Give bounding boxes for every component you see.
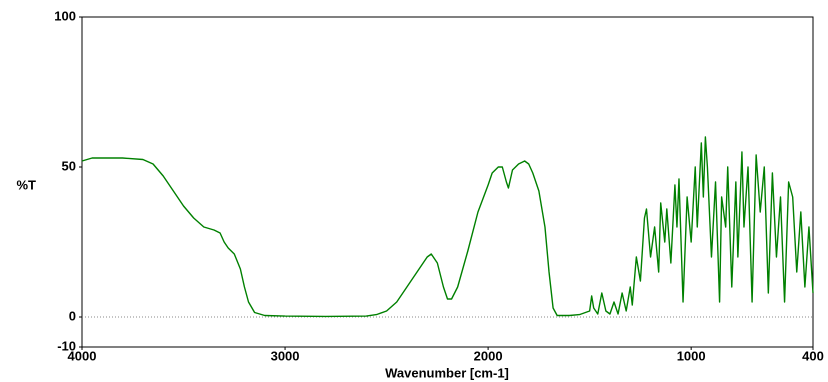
y-axis-label: %T: [17, 177, 37, 192]
y-tick-label: 100: [54, 8, 76, 23]
x-tick-label: 400: [802, 348, 824, 363]
x-axis-label: Wavenumber [cm-1]: [385, 365, 509, 380]
x-tick-label: 2000: [474, 348, 503, 363]
y-tick-label: -10: [57, 338, 76, 353]
y-tick-label: 50: [62, 158, 76, 173]
spectrum-line: [81, 136, 814, 318]
plot-frame: [81, 16, 814, 348]
x-tick-label: 4000: [68, 348, 97, 363]
x-tick-label: 3000: [271, 348, 300, 363]
x-tick-label: 1000: [677, 348, 706, 363]
y-tick-label: 0: [69, 308, 76, 323]
